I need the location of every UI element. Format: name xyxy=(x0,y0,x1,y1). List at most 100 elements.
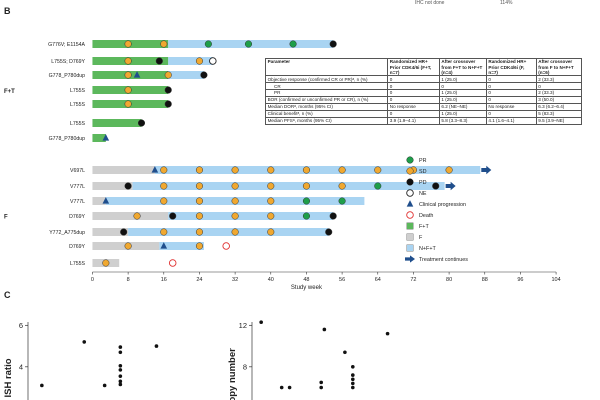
patient-label: G776V; E1154A xyxy=(48,42,85,48)
scatter-point xyxy=(351,385,355,390)
ne-marker xyxy=(406,189,414,197)
scatter-point xyxy=(118,374,123,378)
sd-marker xyxy=(267,182,275,190)
legend-swatch-nft xyxy=(406,244,414,252)
table-row: Median PFSᵃ, months (95% CI) 3.9 (1.9–4.1… xyxy=(264,116,583,125)
x-tick-label: 8 xyxy=(127,277,130,283)
clinical-progression-marker xyxy=(406,200,414,207)
table-header-row: Parameter Randomized HR+ Prior CDK4/6i (… xyxy=(264,57,583,77)
table-cell: 3 (50.0) xyxy=(535,95,583,104)
response-table: Parameter Randomized HR+ Prior CDK4/6i (… xyxy=(264,57,583,125)
sd-marker xyxy=(231,212,239,220)
table-header-cell: After crossover from F+T to N+F+T (n=4) xyxy=(438,57,487,77)
patient-label: L755S xyxy=(70,102,86,108)
treatment-bar-f xyxy=(92,228,129,236)
table-cell: No response xyxy=(387,102,440,111)
sd-marker xyxy=(124,57,132,65)
sd-marker xyxy=(160,166,168,174)
pr-marker xyxy=(338,197,346,205)
sd-marker xyxy=(160,182,168,190)
table-row-label: PR xyxy=(264,89,389,97)
legend-label: Death xyxy=(419,213,433,219)
sd-marker xyxy=(445,166,453,174)
table-row-label: Objective response (confirmed CR or PR)ᵃ… xyxy=(264,75,389,84)
table-cell: 5 (83.3) xyxy=(535,109,583,118)
sd-marker xyxy=(231,197,239,205)
pd-marker xyxy=(329,40,337,48)
legend-label: SD xyxy=(419,169,427,175)
patient-label: D769Y xyxy=(69,214,85,220)
scatter-point xyxy=(118,363,123,368)
legend-arrow-icon xyxy=(405,255,415,263)
pr-marker xyxy=(302,197,310,205)
patient-label: V697L xyxy=(70,168,85,174)
pr-marker xyxy=(204,40,212,48)
treatment-bar-nft xyxy=(168,212,334,220)
table-row-label: BOR (confirmed or unconfirmed PR or CR),… xyxy=(264,95,389,104)
table-cell: 0 xyxy=(387,89,440,97)
ne-marker xyxy=(209,57,217,65)
legend-note-percent: 114% xyxy=(500,0,513,6)
sd-marker xyxy=(124,86,132,94)
scatter-y-tick-label: 4 xyxy=(19,362,23,371)
pd-marker xyxy=(155,57,163,65)
panel-letter-b: B xyxy=(4,6,11,16)
scatter-point xyxy=(259,320,263,325)
sd-marker xyxy=(338,182,346,190)
sd-marker xyxy=(195,57,203,65)
table-cell: 0 xyxy=(485,75,537,84)
sd-marker xyxy=(160,40,168,48)
table-cell: 0 xyxy=(485,89,537,97)
x-tick-label: 48 xyxy=(303,277,309,283)
pd-marker xyxy=(200,71,208,79)
scatter-y-tick-label: 8 xyxy=(243,362,247,371)
sd-marker xyxy=(406,167,414,175)
table-row-label: Clinical benefitᵃ, n (%) xyxy=(264,109,389,118)
sd-marker xyxy=(231,182,239,190)
scatter-point xyxy=(118,379,123,384)
table-row-label: Median PFSᵃ, months (95% CI) xyxy=(264,116,389,125)
patient-label: L755S xyxy=(70,261,86,267)
pd-marker xyxy=(124,182,132,190)
legend-label: F+T xyxy=(419,224,429,230)
table-row-label: Median DORᵃ, months (95% CI) xyxy=(264,102,389,111)
sd-marker xyxy=(124,100,132,108)
sd-marker xyxy=(267,166,275,174)
table-cell: 3.9 (1.9–4.1) xyxy=(387,116,440,125)
table-cell: 1 (25.0) xyxy=(438,75,487,84)
legend-note-ihc: IHC not done xyxy=(415,0,445,6)
table-cell: 0 xyxy=(387,109,440,118)
table-header-cell: Randomized HR+ Prior CDK4/6i (F+T, n=7) xyxy=(387,57,440,77)
patient-label: Y772_A775dup xyxy=(49,230,85,236)
legend-swatch-ft xyxy=(406,222,414,230)
table-row: Objective response (confirmed CR or PR)ᵃ… xyxy=(264,75,583,84)
pd-marker xyxy=(164,100,172,108)
patient-label: V777L xyxy=(70,199,85,205)
table-cell: 1 (25.0) xyxy=(438,95,487,104)
x-tick-label: 24 xyxy=(196,277,202,283)
pd-marker xyxy=(406,178,414,186)
table-cell: 0 xyxy=(535,82,583,91)
scatter-y-axis-title: ISH ratio xyxy=(3,358,14,397)
pd-marker xyxy=(169,212,177,220)
sd-marker xyxy=(267,212,275,220)
table-row: PR 0 1 (25.0) 0 2 (33.3) xyxy=(264,89,583,97)
patient-label: G778_P780dup xyxy=(49,136,85,142)
clinical-progression-marker xyxy=(102,197,110,204)
patient-label: L755S xyxy=(70,121,86,127)
patient-label: L755S; D769Y xyxy=(51,59,85,65)
table-cell: 0 xyxy=(485,109,537,118)
table-cell: 4.1 (1.6–4.1) xyxy=(485,116,537,125)
sd-marker xyxy=(302,182,310,190)
x-tick-label: 0 xyxy=(91,277,94,283)
table-cell: 6.3 (6.2–6.4) xyxy=(535,102,583,111)
sd-marker xyxy=(124,40,132,48)
treatment-bar-nft xyxy=(168,57,213,65)
scatter-point xyxy=(351,365,355,369)
table-header-cell: Parameter xyxy=(264,57,389,77)
scatter-point xyxy=(154,344,159,348)
scatter-point xyxy=(319,385,324,390)
legend-label: Clinical progression xyxy=(419,202,466,208)
scatter-point xyxy=(351,381,355,386)
sd-marker xyxy=(195,182,203,190)
